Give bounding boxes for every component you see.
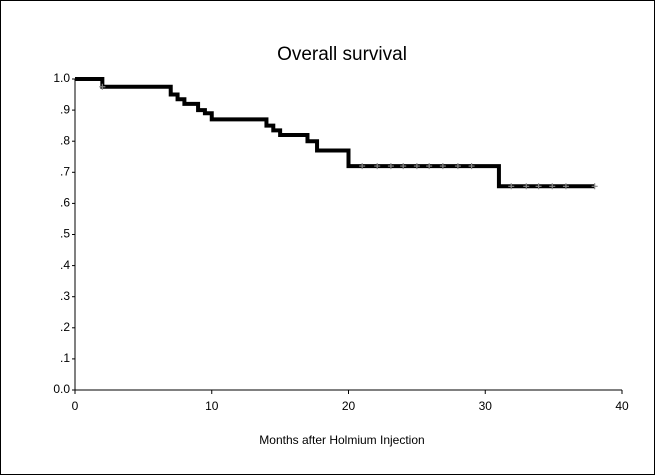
- censor-mark: [549, 183, 556, 190]
- chart-title: Overall survival: [277, 44, 407, 65]
- survival-curve: [75, 77, 595, 189]
- censor-mark: [508, 183, 515, 190]
- y-tick-label: .4: [60, 258, 70, 272]
- censor-mark: [426, 163, 433, 170]
- censor-mark: [562, 183, 569, 190]
- x-tick-label: 0: [72, 399, 79, 413]
- y-tick-label: .5: [60, 227, 70, 241]
- censor-mark: [439, 163, 446, 170]
- y-tick-label: 0.0: [53, 382, 70, 396]
- censor-mark: [454, 163, 461, 170]
- x-axis-label: Months after Holmium Injection: [259, 433, 424, 447]
- censor-mark: [468, 163, 475, 170]
- x-tick-label: 40: [615, 399, 629, 413]
- x-tick-label: 10: [205, 399, 219, 413]
- y-tick-label: .9: [60, 102, 70, 116]
- censor-mark: [523, 183, 530, 190]
- y-tick-label: .3: [60, 289, 70, 303]
- x-tick-label: 20: [342, 399, 356, 413]
- y-tick-label: .7: [60, 164, 70, 178]
- censor-mark: [400, 163, 407, 170]
- censor-mark: [413, 163, 420, 170]
- y-tick-label: .6: [60, 196, 70, 210]
- y-tick-label: .8: [60, 133, 70, 147]
- y-tick-label: .1: [60, 351, 70, 365]
- y-tick-label: .2: [60, 320, 70, 334]
- x-tick-label: 30: [479, 399, 493, 413]
- censor-mark: [374, 163, 381, 170]
- censor-mark: [99, 83, 106, 90]
- censor-mark: [535, 183, 542, 190]
- censor-mark: [387, 163, 394, 170]
- y-tick-label: 1.0: [53, 71, 70, 85]
- censor-mark: [359, 163, 366, 170]
- censor-mark: [591, 183, 598, 190]
